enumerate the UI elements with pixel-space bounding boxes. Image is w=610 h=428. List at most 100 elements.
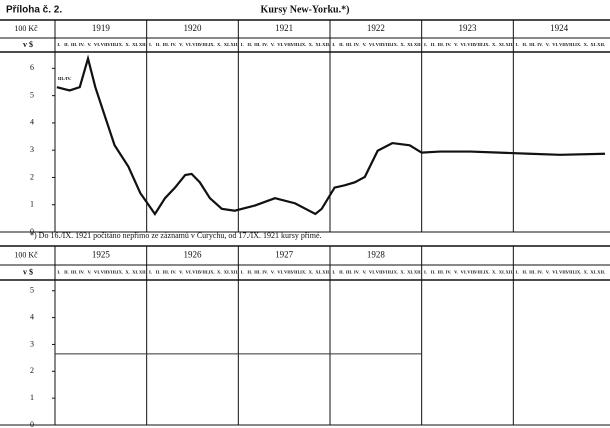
month-label: VII. bbox=[284, 42, 292, 47]
month-label: IV. bbox=[354, 270, 360, 275]
month-label: I. bbox=[332, 42, 335, 47]
page-label: Příloha č. 2. bbox=[6, 5, 62, 16]
unit-label: 100 Kč bbox=[14, 250, 38, 259]
month-label: XI. bbox=[499, 270, 505, 275]
month-label: X. bbox=[217, 270, 221, 275]
year-label: 1921 bbox=[275, 23, 293, 33]
month-label: X. bbox=[309, 42, 313, 47]
month-label: VIII. bbox=[474, 42, 484, 47]
month-label: I. bbox=[332, 270, 335, 275]
month-label: XII. bbox=[414, 270, 422, 275]
month-label: VIII. bbox=[382, 270, 392, 275]
month-label: VII. bbox=[376, 270, 384, 275]
month-label: II. bbox=[64, 42, 69, 47]
month-label: XII. bbox=[414, 42, 422, 47]
month-label: V. bbox=[546, 270, 550, 275]
month-label: II. bbox=[339, 270, 344, 275]
month-label: XI. bbox=[499, 42, 505, 47]
month-label: X. bbox=[584, 270, 588, 275]
month-label: VIII. bbox=[291, 270, 301, 275]
month-label: III. bbox=[254, 270, 261, 275]
month-label: XII. bbox=[322, 42, 330, 47]
month-label: VIII. bbox=[382, 42, 392, 47]
month-label: VII. bbox=[101, 42, 109, 47]
month-label: III. bbox=[438, 270, 445, 275]
month-label: I. bbox=[149, 270, 152, 275]
year-label: 1922 bbox=[367, 23, 385, 33]
month-label: VIII. bbox=[566, 42, 576, 47]
month-label: II. bbox=[247, 270, 252, 275]
month-label: IV. bbox=[79, 42, 85, 47]
month-label: XI. bbox=[224, 42, 230, 47]
month-label: III. bbox=[163, 42, 170, 47]
month-label: VI. bbox=[552, 270, 558, 275]
month-label: V. bbox=[362, 42, 366, 47]
month-label: III. bbox=[71, 270, 78, 275]
month-label: XII. bbox=[139, 270, 147, 275]
year-label: 1923 bbox=[459, 23, 478, 33]
month-label: VIII. bbox=[199, 270, 209, 275]
month-label: III. bbox=[254, 42, 261, 47]
month-label: II. bbox=[522, 42, 527, 47]
y-tick-label: 0 bbox=[30, 227, 34, 236]
month-label: XII. bbox=[505, 42, 513, 47]
month-label: IX. bbox=[575, 270, 581, 275]
y-tick-label: 2 bbox=[30, 172, 34, 181]
month-label: X. bbox=[584, 42, 588, 47]
month-label: X. bbox=[309, 270, 313, 275]
month-label: IX. bbox=[117, 270, 123, 275]
month-label: VI. bbox=[94, 270, 100, 275]
month-label: I. bbox=[57, 270, 60, 275]
month-label: IX. bbox=[300, 42, 306, 47]
month-label: X. bbox=[492, 270, 496, 275]
month-label: X. bbox=[217, 42, 221, 47]
month-label: VIII. bbox=[566, 270, 576, 275]
month-label: VI. bbox=[186, 42, 192, 47]
month-label: II. bbox=[339, 42, 344, 47]
month-label: VII. bbox=[192, 42, 200, 47]
y-tick-label: 3 bbox=[30, 145, 34, 154]
month-label: III. bbox=[438, 42, 445, 47]
month-label: IX. bbox=[117, 42, 123, 47]
month-label: V. bbox=[87, 270, 91, 275]
month-label: IV. bbox=[171, 270, 177, 275]
month-label: IV. bbox=[446, 270, 452, 275]
month-label: V. bbox=[179, 42, 183, 47]
month-label: XI. bbox=[407, 270, 413, 275]
y-tick-label: 1 bbox=[30, 200, 34, 209]
month-label: XI. bbox=[132, 42, 138, 47]
line bbox=[56, 54, 606, 216]
month-label: III. bbox=[71, 42, 78, 47]
month-label: VI. bbox=[277, 42, 283, 47]
month-label: II. bbox=[522, 270, 527, 275]
month-label: VI. bbox=[277, 270, 283, 275]
month-label: III. bbox=[163, 270, 170, 275]
footnote: *) Do 16./IX. 1921 počítáno nepřímo ze z… bbox=[30, 231, 322, 240]
month-label: IX. bbox=[392, 42, 398, 47]
month-label: XII. bbox=[230, 270, 238, 275]
month-label: IX. bbox=[208, 42, 214, 47]
y-tick-label: 2 bbox=[30, 366, 34, 375]
y-tick-label: 4 bbox=[30, 312, 34, 321]
month-label: V. bbox=[87, 42, 91, 47]
month-label: IX. bbox=[300, 270, 306, 275]
month-label: VIII. bbox=[107, 270, 117, 275]
month-label: IV. bbox=[537, 42, 543, 47]
month-label: IX. bbox=[483, 42, 489, 47]
month-label: II. bbox=[431, 42, 436, 47]
month-label: VI. bbox=[94, 42, 100, 47]
month-label: XI. bbox=[590, 42, 596, 47]
year-label: 1919 bbox=[92, 23, 111, 33]
month-label: X. bbox=[400, 42, 404, 47]
month-label: I. bbox=[516, 270, 519, 275]
month-label: VIII. bbox=[474, 270, 484, 275]
year-label: 1927 bbox=[275, 250, 294, 260]
month-label: IV. bbox=[262, 270, 268, 275]
month-label: VI. bbox=[369, 270, 375, 275]
month-label: XI. bbox=[132, 270, 138, 275]
month-label: IX. bbox=[575, 42, 581, 47]
y-tick-label: 4 bbox=[30, 118, 34, 127]
month-label: XI. bbox=[315, 42, 321, 47]
year-label: 1926 bbox=[184, 250, 203, 260]
month-label: III. bbox=[529, 42, 536, 47]
